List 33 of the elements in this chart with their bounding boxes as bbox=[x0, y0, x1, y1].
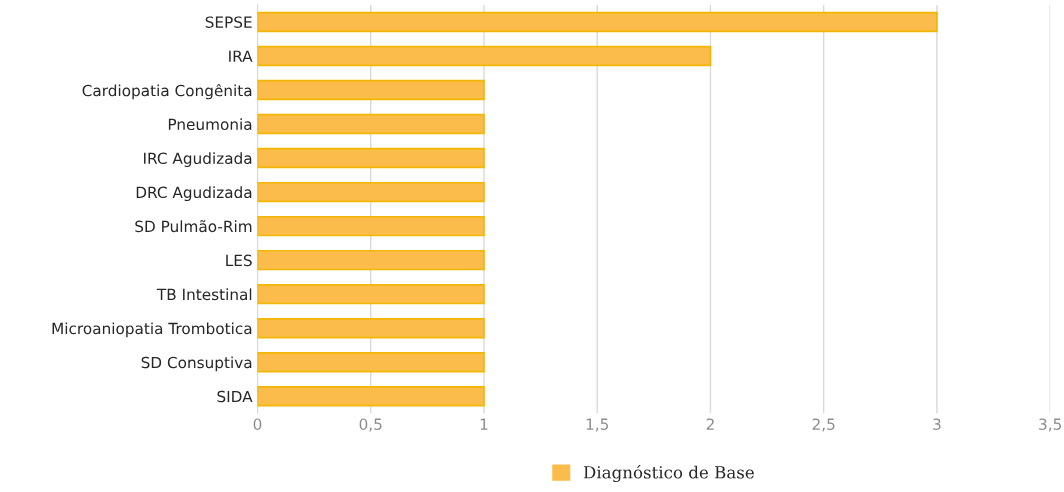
y-tick-label: SD Pulmão-Rim bbox=[135, 220, 252, 233]
y-tick-label: Cardiopatia Congênita bbox=[82, 83, 252, 100]
y-tick-label: Microaniopatia Trombotica bbox=[52, 322, 252, 338]
x-tick-label: 1,5 bbox=[586, 418, 609, 432]
y-tick-label: SEPSE bbox=[205, 16, 252, 28]
y-tick-label: IRA bbox=[229, 50, 253, 62]
bar bbox=[257, 79, 485, 101]
bar bbox=[257, 147, 485, 169]
bar bbox=[257, 113, 485, 135]
bar bbox=[257, 215, 485, 237]
bar bbox=[257, 45, 712, 67]
x-tick-label: 2 bbox=[706, 418, 714, 430]
y-tick-label: TB Intestinal bbox=[156, 288, 252, 301]
x-tick-label: 1 bbox=[480, 418, 488, 430]
legend-label: Diagnóstico de Base bbox=[583, 465, 754, 483]
x-tick-label: 0,5 bbox=[359, 418, 382, 432]
x-tick-label: 0 bbox=[253, 418, 262, 430]
x-tick-label: 3 bbox=[933, 418, 941, 430]
x-tick-label: 3,5 bbox=[1039, 418, 1061, 432]
x-tick-label: 2,5 bbox=[812, 418, 835, 432]
y-tick-label: Pneumonia bbox=[168, 118, 252, 131]
y-tick-label: SD Consuptiva bbox=[141, 356, 252, 372]
y-tick-label: IRC Agudizada bbox=[144, 152, 252, 168]
y-tick-label: SIDA bbox=[217, 390, 253, 403]
y-tick-label: DRC Agudizada bbox=[136, 186, 252, 202]
bar bbox=[257, 181, 485, 203]
bar bbox=[257, 352, 485, 373]
bar bbox=[257, 11, 938, 33]
bar bbox=[257, 386, 485, 407]
bar bbox=[257, 283, 485, 305]
bar bbox=[257, 249, 485, 271]
y-tick-label: LES bbox=[226, 254, 252, 267]
bar bbox=[257, 318, 485, 339]
